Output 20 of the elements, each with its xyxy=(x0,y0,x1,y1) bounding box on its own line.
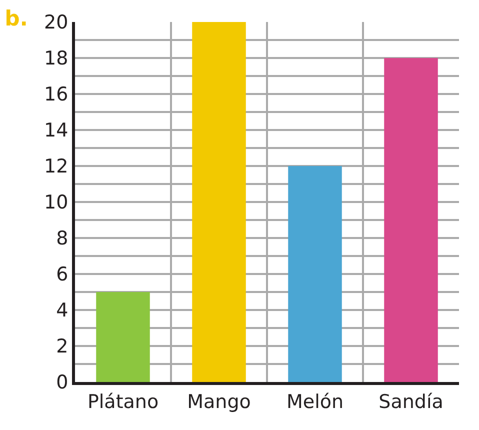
bar xyxy=(288,166,342,382)
bar xyxy=(384,58,438,382)
y-tick-label: 10 xyxy=(44,192,68,214)
bar xyxy=(96,292,150,382)
y-tick-label: 14 xyxy=(44,120,68,142)
y-tick-label: 6 xyxy=(56,264,68,286)
y-tick-label: 8 xyxy=(56,228,68,250)
y-tick-label: 0 xyxy=(56,372,68,394)
y-tick-label: 16 xyxy=(44,84,68,106)
y-tick-label: 4 xyxy=(56,300,68,322)
y-tick-label: 20 xyxy=(44,12,68,34)
y-tick-label: 18 xyxy=(44,48,68,70)
y-tick-label: 12 xyxy=(44,156,68,178)
y-tick-label: 2 xyxy=(56,336,68,358)
x-tick-label: Plátano xyxy=(87,390,159,413)
bar xyxy=(192,22,246,382)
x-tick-label: Sandía xyxy=(378,390,444,413)
chart-title: b. xyxy=(4,6,28,30)
x-tick-label: Melón xyxy=(286,390,344,413)
x-tick-label: Mango xyxy=(187,390,251,413)
